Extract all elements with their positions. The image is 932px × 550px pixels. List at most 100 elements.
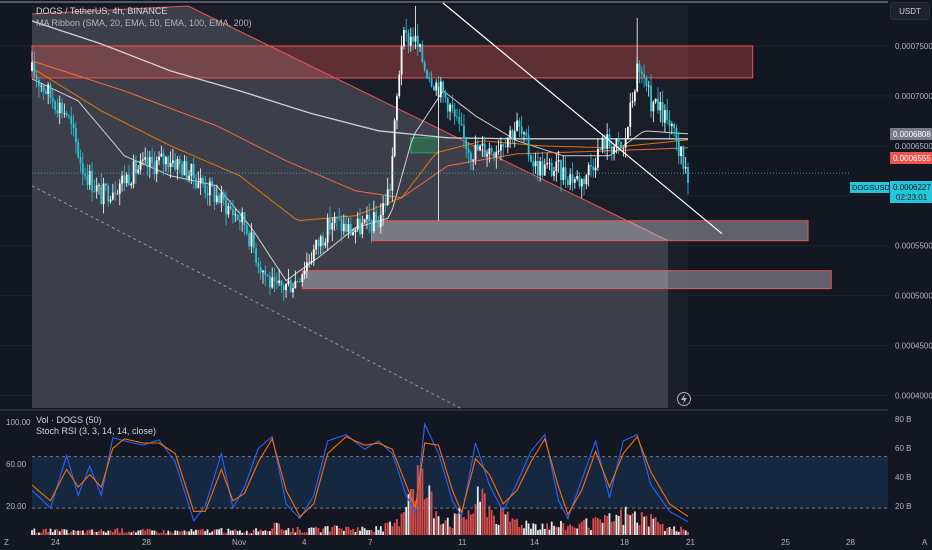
candle-body [389, 189, 391, 191]
candle-body [603, 137, 606, 149]
candle-body [329, 218, 331, 230]
price-tag-grey: 0.0006808 [893, 130, 931, 139]
candle-body [677, 140, 680, 157]
candle-body [493, 152, 495, 158]
volume-bar [622, 524, 625, 535]
volume-bar [490, 510, 493, 535]
volume-bar [296, 527, 299, 535]
candle-body [70, 116, 73, 124]
candle-body [289, 280, 292, 293]
volume-bar [264, 530, 267, 535]
candle-body [592, 166, 595, 171]
candle-body [684, 167, 687, 169]
candle-body [479, 145, 482, 151]
drawing-zones [31, 5, 832, 409]
stoch-rsi-lines [31, 422, 689, 523]
volume-bar [631, 513, 634, 535]
candle-body [195, 178, 197, 188]
candle-body [643, 74, 646, 78]
volume-bar [366, 530, 368, 535]
lightning-icon [677, 392, 691, 406]
volume-bar [77, 530, 80, 535]
volume-bar [155, 531, 158, 535]
volume-bar [174, 530, 177, 535]
quote-currency-button[interactable]: USDT [890, 2, 930, 20]
volume-bar [458, 507, 461, 535]
volume-bar [61, 529, 63, 535]
zone-grey-2 [301, 270, 832, 290]
volume-bar [252, 529, 255, 535]
volume-bar [516, 518, 518, 535]
volume-legend[interactable]: Vol · DOGS (50) [36, 415, 102, 425]
symbol-legend[interactable]: DOGS / TetherUS, 4h, BINANCE [36, 6, 168, 16]
volume-bar [435, 511, 438, 535]
volume-tick-label: 20 B [895, 502, 911, 511]
volume-bar [345, 526, 348, 535]
volume-tick-label: 60 B [895, 444, 911, 453]
candle-body [525, 132, 528, 136]
volume-bar [165, 533, 167, 535]
price-tick-label: 0.0005500 [895, 242, 932, 251]
candle-body [35, 76, 38, 81]
price-tag-red: 0.0006555 [893, 154, 931, 163]
candle-body [587, 164, 590, 176]
volume-bar [111, 532, 114, 535]
ma-ribbon-legend[interactable]: MA Ribbon (SMA, 20, EMA, 50, EMA, 100, E… [36, 18, 252, 28]
volume-bar [116, 528, 119, 535]
volume-bar [502, 507, 505, 535]
candle-body [659, 101, 662, 111]
candle-body [553, 171, 555, 176]
volume-bar [195, 529, 197, 535]
candle-body [412, 36, 415, 42]
volume-bar [218, 529, 220, 535]
candle-body [666, 110, 669, 120]
candle-body [326, 218, 329, 243]
volume-bar [513, 519, 516, 535]
candle-body [199, 177, 202, 184]
volume-bar [72, 530, 75, 535]
volume-bar [109, 530, 112, 535]
volume-bar [617, 515, 620, 535]
volume-bar [105, 532, 107, 535]
volume-bar [666, 527, 669, 535]
volume-bar [312, 527, 315, 535]
volume-bar [65, 529, 68, 535]
candle-body [264, 270, 267, 275]
volume-bar [315, 526, 318, 535]
candle-body [220, 192, 223, 203]
volume-bar [638, 525, 641, 535]
volume-bar [398, 526, 401, 535]
candle-body [44, 91, 47, 95]
volume-bar [597, 518, 599, 535]
candle-body [243, 212, 246, 226]
candle-body [548, 162, 551, 164]
volume-bar [84, 533, 87, 535]
candle-body [49, 84, 52, 98]
descending-trendline [442, 2, 723, 235]
candle-body [483, 143, 486, 157]
volume-bar [125, 532, 128, 535]
stoch-rsi-legend[interactable]: Stoch RSI (3, 3, 14, 14, close) [36, 426, 157, 436]
volume-bar [437, 516, 440, 535]
triangle-edge-down [187, 5, 669, 242]
volume-bar [56, 529, 59, 535]
volume-bar [227, 528, 230, 535]
volume-bar [225, 532, 227, 535]
candle-body [439, 81, 442, 98]
volume-bar [465, 519, 468, 535]
candle-body [566, 179, 569, 185]
candle-body [442, 81, 445, 93]
candle-body [610, 146, 613, 154]
candle-body [211, 181, 214, 187]
candle-body [500, 144, 502, 151]
candle-body [511, 130, 514, 139]
candle-body [375, 212, 378, 222]
candle-body [105, 183, 107, 186]
volume-bar [483, 493, 486, 535]
candle-body [262, 270, 264, 273]
time-axis-corner-left: Z [4, 538, 9, 547]
volume-bar [31, 530, 33, 535]
candle-body [275, 280, 278, 283]
candle-body [141, 159, 144, 161]
